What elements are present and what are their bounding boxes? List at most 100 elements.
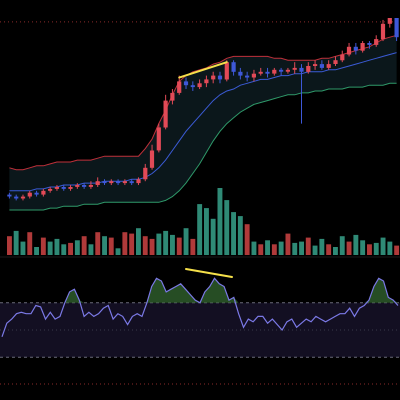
volume-bar (7, 236, 12, 255)
candle-down (116, 181, 121, 184)
candle-down (34, 192, 39, 195)
candle-up (177, 81, 182, 93)
candle-down (190, 85, 195, 88)
volume-bar (142, 236, 148, 255)
volume-bar (81, 236, 87, 255)
candle-up (204, 79, 209, 84)
volume-bar (333, 247, 338, 255)
candle-up (374, 39, 379, 45)
candle-up (272, 69, 277, 74)
candle-up (156, 127, 161, 151)
volume-bar (34, 247, 39, 255)
price-pane (0, 18, 400, 211)
volume-bar (129, 233, 135, 255)
candle-up (122, 181, 127, 184)
rsi-pane (0, 268, 400, 385)
volume-bar (88, 244, 94, 255)
volume-bar (183, 228, 189, 255)
volume-bar (258, 244, 264, 255)
volume-bar (13, 230, 19, 255)
candle-down (367, 43, 372, 45)
candle-down (61, 187, 66, 189)
candle-up (326, 64, 331, 68)
volume-bar (40, 237, 46, 255)
candle-up (149, 150, 155, 168)
trendline (178, 61, 228, 79)
volume-bar (108, 237, 114, 255)
volume-bar (271, 244, 277, 255)
bollinger-lower-line (9, 82, 397, 211)
candle-up (346, 46, 352, 55)
candle-down (279, 69, 284, 72)
volume-bar (68, 242, 73, 255)
candle-down (14, 196, 19, 199)
candle-down (183, 81, 189, 86)
candle-up (88, 185, 93, 187)
volume-bar (387, 241, 393, 255)
candle-down (353, 46, 358, 51)
volume-bar (136, 228, 141, 255)
volume-bar (299, 241, 304, 255)
volume-bar (176, 237, 182, 255)
volume-bar (190, 238, 196, 255)
volume-bar (61, 244, 67, 255)
candle-up (360, 43, 365, 51)
candle-up (95, 181, 100, 185)
candle-up (75, 185, 80, 187)
volume-bar (367, 244, 372, 255)
candle-down (299, 67, 304, 72)
candle-up (48, 188, 53, 191)
bollinger-middle-line (9, 52, 397, 192)
volume-bar (339, 236, 345, 255)
volume-bar (115, 248, 121, 255)
volume-bar (149, 238, 155, 255)
rsi-trendline (185, 268, 233, 278)
volume-bar (156, 233, 162, 255)
volume-bar (54, 238, 60, 255)
candle-up (163, 100, 168, 128)
candle-up (27, 192, 32, 197)
candle-up (197, 83, 202, 88)
candle-up (340, 54, 345, 61)
candle-down (394, 18, 399, 38)
volume-pane (7, 188, 400, 255)
volume-bar (20, 241, 26, 255)
candle-up (109, 181, 114, 184)
candle-down (265, 71, 270, 74)
volume-bar (326, 244, 332, 255)
volume-bar (210, 218, 216, 255)
candle-up (313, 64, 318, 66)
volume-bar (197, 204, 203, 255)
volume-bar (237, 216, 243, 255)
volume-bar (305, 237, 311, 255)
volume-bar (217, 188, 223, 255)
candle-up (68, 187, 73, 189)
candle-up (292, 67, 297, 70)
volume-bar (102, 236, 107, 255)
candle-up (143, 167, 148, 180)
volume-bar (224, 200, 230, 255)
candle-down (102, 181, 107, 184)
candle-down (217, 75, 223, 80)
candle-down (231, 62, 236, 72)
candle-down (245, 75, 250, 78)
volume-bar (244, 224, 250, 255)
volume-bar (74, 240, 80, 255)
volume-bar (373, 242, 379, 255)
candle-up (333, 60, 338, 64)
volume-bar (163, 230, 169, 255)
bollinger-band-fill (9, 35, 397, 210)
candle-up (224, 62, 229, 80)
volume-bar (231, 212, 236, 255)
volume-bar (312, 245, 318, 255)
candle-down (319, 64, 324, 68)
candle-up (136, 179, 141, 184)
candle-up (41, 190, 46, 195)
volume-bar (251, 241, 257, 255)
candle-up (170, 92, 175, 101)
volume-bar (285, 233, 291, 255)
volume-bar (292, 242, 298, 255)
volume-bar (95, 232, 101, 255)
volume-bar (265, 240, 270, 255)
